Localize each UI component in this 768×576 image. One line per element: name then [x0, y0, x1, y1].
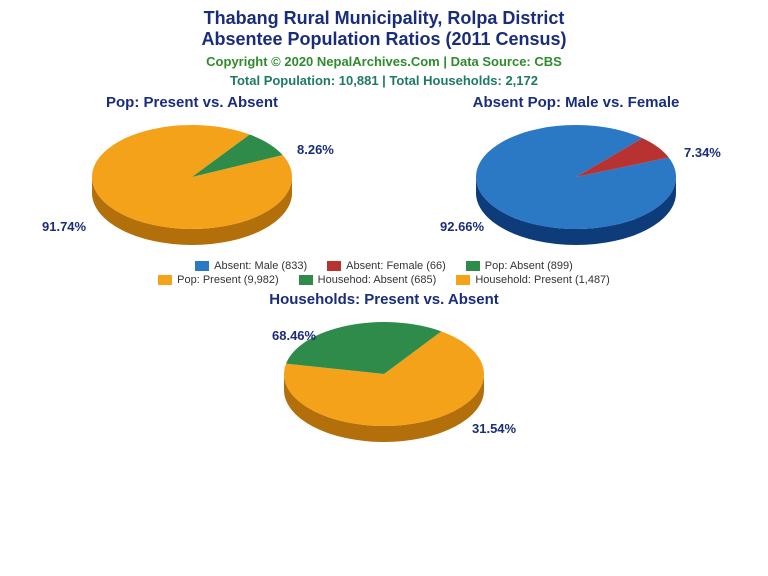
- legend-swatch: [466, 261, 480, 271]
- chart-pop-title: Pop: Present vs. Absent: [22, 94, 362, 111]
- chart-pop-pie: 91.74% 8.26%: [72, 119, 312, 249]
- charts-area: Pop: Present vs. Absent 91.74% 8.26% Abs…: [0, 94, 768, 446]
- chart-gender: Absent Pop: Male vs. Female 92.66% 7.34%: [406, 94, 746, 249]
- legend-text: Pop: Absent (899): [485, 260, 573, 272]
- pct-pop-present: 91.74%: [42, 219, 86, 234]
- legend-text: Househod: Absent (685): [318, 274, 437, 286]
- legend-text: Pop: Present (9,982): [177, 274, 279, 286]
- pie-svg-pop: [72, 119, 312, 249]
- title-line-1: Thabang Rural Municipality, Rolpa Distri…: [0, 8, 768, 29]
- legend-swatch: [158, 275, 172, 285]
- legend-text: Absent: Male (833): [214, 260, 307, 272]
- legend-item: Household: Present (1,487): [456, 274, 610, 286]
- pct-gender-male: 92.66%: [440, 219, 484, 234]
- copyright-line: Copyright © 2020 NepalArchives.Com | Dat…: [0, 54, 768, 69]
- legend-item: Absent: Female (66): [327, 260, 446, 272]
- chart-households-title: Households: Present vs. Absent: [194, 291, 574, 308]
- chart-pop: Pop: Present vs. Absent 91.74% 8.26%: [22, 94, 362, 249]
- legend-item: Pop: Present (9,982): [158, 274, 279, 286]
- pct-hh-absent: 31.54%: [472, 421, 516, 436]
- title-line-2: Absentee Population Ratios (2011 Census): [0, 29, 768, 50]
- chart-households-pie: 68.46% 31.54%: [264, 316, 504, 446]
- chart-households: Households: Present vs. Absent 68.46% 31…: [194, 291, 574, 446]
- header: Thabang Rural Municipality, Rolpa Distri…: [0, 0, 768, 88]
- legend-swatch: [299, 275, 313, 285]
- totals-line: Total Population: 10,881 | Total Househo…: [0, 73, 768, 88]
- legend: Absent: Male (833) Absent: Female (66) Pop…: [124, 259, 644, 287]
- legend-item: Absent: Male (833): [195, 260, 307, 272]
- top-row: Pop: Present vs. Absent 91.74% 8.26% Abs…: [0, 94, 768, 249]
- pie-svg-gender: [456, 119, 696, 249]
- legend-text: Household: Present (1,487): [475, 274, 610, 286]
- pct-gender-female: 7.34%: [684, 145, 721, 160]
- pct-pop-absent: 8.26%: [297, 142, 334, 157]
- legend-text: Absent: Female (66): [346, 260, 446, 272]
- legend-item: Househod: Absent (685): [299, 274, 437, 286]
- chart-gender-title: Absent Pop: Male vs. Female: [406, 94, 746, 111]
- pct-hh-present: 68.46%: [272, 328, 316, 343]
- legend-swatch: [456, 275, 470, 285]
- legend-item: Pop: Absent (899): [466, 260, 573, 272]
- legend-swatch: [327, 261, 341, 271]
- legend-swatch: [195, 261, 209, 271]
- chart-gender-pie: 92.66% 7.34%: [456, 119, 696, 249]
